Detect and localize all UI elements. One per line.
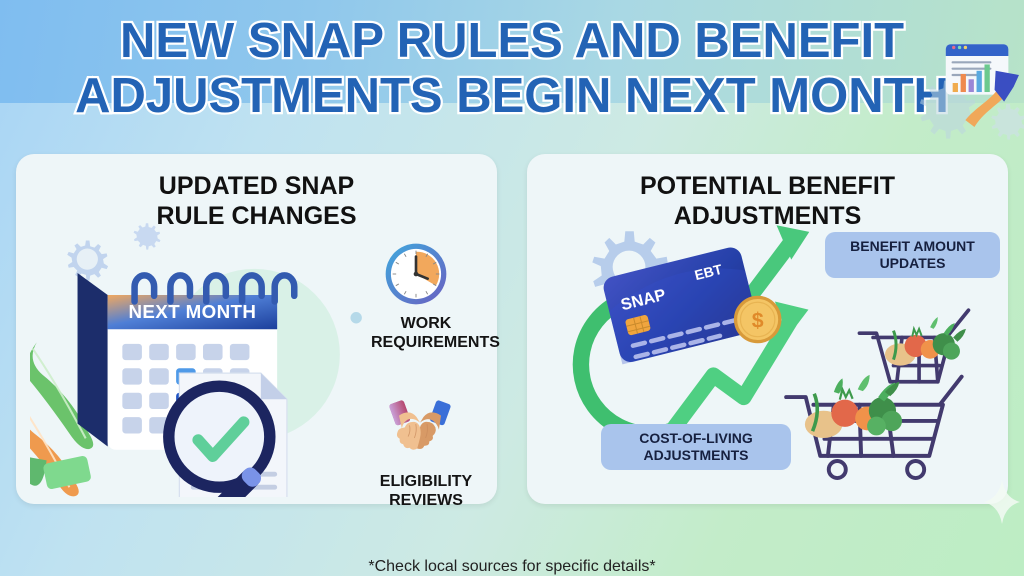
svg-text:NEXT MONTH: NEXT MONTH [128,301,256,322]
svg-text:$: $ [752,309,764,333]
